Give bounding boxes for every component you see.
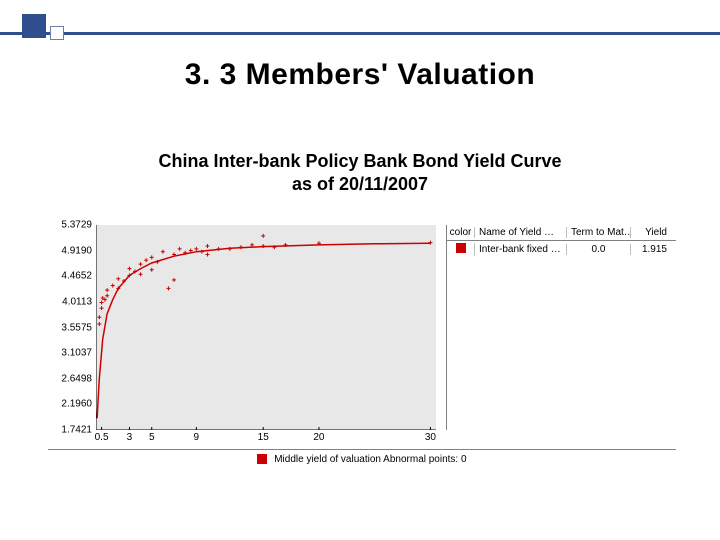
y-tick-label: 3.5575 xyxy=(48,322,92,333)
x-tick-label: 9 xyxy=(194,432,200,443)
legend-header-row: color Name of Yield … Term to Mat… Yield xyxy=(447,225,676,241)
decor-square-outline xyxy=(50,26,64,40)
data-point xyxy=(194,247,198,251)
chart-container: 5.37294.91904.46524.01133.55753.10372.64… xyxy=(48,225,676,485)
data-point xyxy=(161,250,165,254)
data-point xyxy=(111,284,115,288)
data-point xyxy=(178,247,182,251)
slide-header-decor xyxy=(0,0,720,60)
legend-yield-cell: 1.915 xyxy=(631,244,671,255)
legend-name-cell: Inter-bank fixed … xyxy=(475,244,567,255)
data-point xyxy=(239,245,243,249)
footer-swatch xyxy=(257,454,267,464)
data-point xyxy=(139,272,143,276)
page-subtitle: China Inter-bank Policy Bank Bond Yield … xyxy=(0,150,720,197)
page-title: 3. 3 Members' Valuation xyxy=(0,58,720,92)
data-point xyxy=(205,244,209,248)
x-tick-label: 15 xyxy=(258,432,269,443)
data-point xyxy=(105,288,109,292)
plot-area xyxy=(96,225,436,430)
data-point xyxy=(127,267,131,271)
legend-panel: color Name of Yield … Term to Mat… Yield… xyxy=(446,225,676,430)
y-tick-label: 2.1960 xyxy=(48,399,92,410)
footer-text: Middle yield of valuation Abnormal point… xyxy=(274,454,466,465)
decor-line xyxy=(0,32,720,35)
x-tick-label: 0.5 xyxy=(95,432,109,443)
data-point xyxy=(261,234,265,238)
data-point xyxy=(150,268,154,272)
data-point xyxy=(150,255,154,259)
data-point xyxy=(172,278,176,282)
data-point xyxy=(100,301,104,305)
legend-header-term: Term to Mat… xyxy=(567,227,631,238)
decor-square-filled xyxy=(22,14,46,38)
data-point xyxy=(100,306,104,310)
x-tick-label: 20 xyxy=(313,432,324,443)
x-tick-label: 3 xyxy=(127,432,133,443)
yield-curve-line xyxy=(97,243,430,418)
subtitle-line-1: China Inter-bank Policy Bank Bond Yield … xyxy=(158,151,561,171)
legend-swatch-cell xyxy=(447,243,475,256)
x-tick-label: 5 xyxy=(149,432,155,443)
legend-header-yield: Yield xyxy=(631,227,671,238)
data-point xyxy=(428,241,432,245)
y-tick-label: 4.4652 xyxy=(48,271,92,282)
y-axis: 5.37294.91904.46524.01133.55753.10372.64… xyxy=(48,225,96,430)
data-point xyxy=(228,247,232,251)
x-axis: 0.5 3 5 9 15 20 30 xyxy=(96,432,436,448)
data-point xyxy=(250,243,254,247)
data-point xyxy=(144,258,148,262)
data-point xyxy=(261,244,265,248)
y-tick-label: 1.7421 xyxy=(48,425,92,436)
chart-plot-zone: 5.37294.91904.46524.01133.55753.10372.64… xyxy=(48,225,438,449)
subtitle-line-2: as of 20/11/2007 xyxy=(292,174,428,194)
y-tick-label: 3.1037 xyxy=(48,348,92,359)
x-tick-label: 30 xyxy=(425,432,436,443)
legend-row: Inter-bank fixed …0.01.915 xyxy=(447,241,676,257)
legend-term-cell: 0.0 xyxy=(567,244,631,255)
legend-rows: Inter-bank fixed …0.01.915 xyxy=(447,241,676,257)
data-point xyxy=(97,322,101,326)
yield-curve-svg xyxy=(96,225,436,430)
chart-footer: Middle yield of valuation Abnormal point… xyxy=(48,449,676,465)
y-tick-label: 5.3729 xyxy=(48,220,92,231)
data-point xyxy=(116,277,120,281)
legend-header-color: color xyxy=(447,227,475,238)
legend-header-name: Name of Yield … xyxy=(475,227,567,238)
data-point xyxy=(105,294,109,298)
data-point xyxy=(205,253,209,257)
data-point xyxy=(97,315,101,319)
data-point xyxy=(139,262,143,266)
y-tick-label: 4.9190 xyxy=(48,245,92,256)
data-point xyxy=(166,286,170,290)
y-tick-label: 4.0113 xyxy=(48,296,92,307)
y-tick-label: 2.6498 xyxy=(48,373,92,384)
